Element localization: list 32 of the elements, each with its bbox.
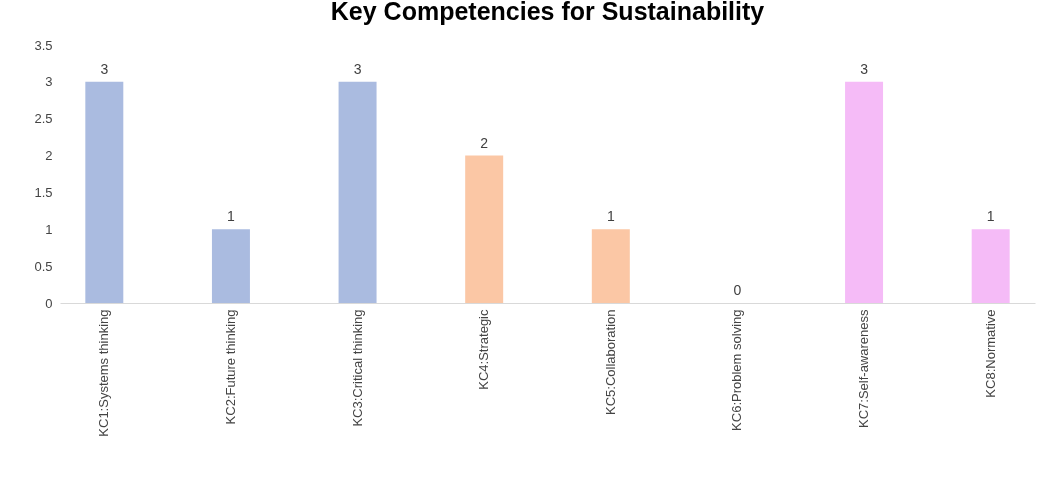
x-tick-label: KC2:Future thinking [222, 309, 238, 425]
y-tick-label: 0.5 [34, 258, 53, 274]
x-tick-label: KC3:Critical thinking [349, 309, 365, 427]
data-label: 0 [733, 282, 742, 298]
data-label: 3 [860, 60, 869, 77]
bar [85, 81, 124, 303]
chart-title: Key Competencies for Sustainability [330, 0, 765, 25]
x-tick-label: KC5:Collaboration [602, 309, 618, 416]
data-label: 1 [227, 208, 236, 225]
x-tick-label: KC7:Self-awareness [856, 309, 872, 428]
data-label: 3 [353, 60, 362, 77]
y-tick-label: 0 [45, 295, 53, 311]
data-label: 2 [480, 134, 489, 151]
y-tick-label: 2.5 [34, 111, 53, 127]
bar [845, 81, 884, 303]
bar [591, 229, 630, 303]
x-tick-label: KC6:Problem solving [729, 309, 745, 431]
x-tick-label: KC8:Normative [982, 309, 998, 398]
y-tick-label: 3 [45, 74, 53, 90]
data-label: 1 [986, 208, 995, 225]
y-tick-label: 1 [45, 221, 53, 237]
y-tick-label: 2 [45, 148, 53, 164]
y-tick-label: 3.5 [34, 37, 53, 53]
bar [211, 229, 250, 303]
bar [338, 81, 377, 303]
data-label: 1 [606, 208, 615, 225]
bar [465, 155, 504, 303]
data-label: 3 [100, 60, 109, 77]
x-tick-label: KC4:Strategic [476, 309, 492, 390]
x-tick-label: KC1:Systems thinking [96, 309, 112, 437]
y-tick-label: 1.5 [34, 184, 53, 200]
bar [971, 229, 1010, 303]
